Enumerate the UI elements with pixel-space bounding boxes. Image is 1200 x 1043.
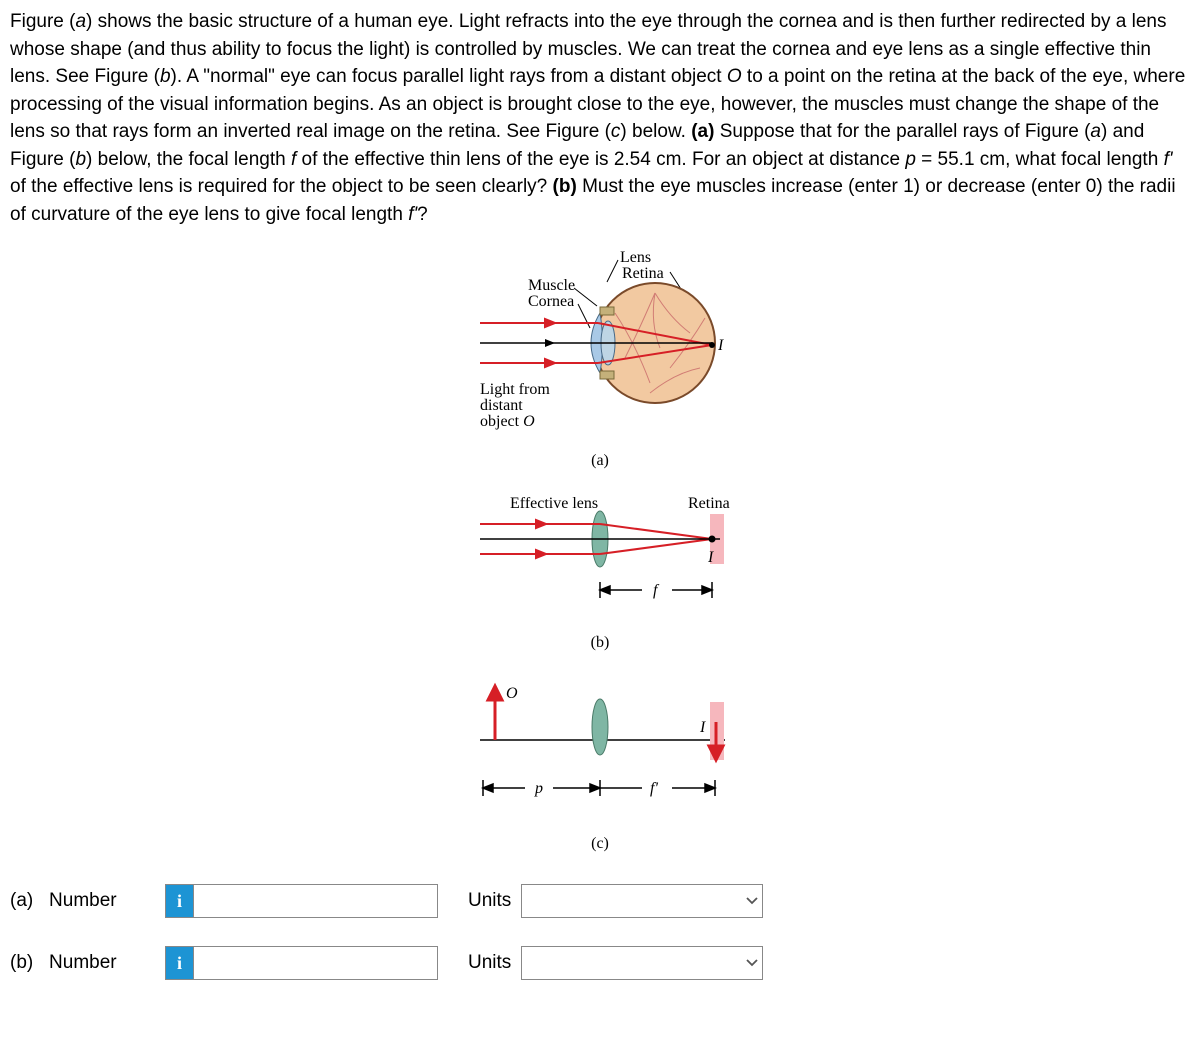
answer-row-b: (b) Number i Units (10, 946, 1190, 980)
figure-b-svg: Effective lens Retina I (450, 490, 750, 620)
figure-a: Lens Retina Muscle Cornea (450, 248, 750, 472)
figure-b-caption: (b) (450, 631, 750, 654)
figure-b: Effective lens Retina I (450, 490, 750, 654)
svg-text:O: O (506, 685, 518, 702)
svg-text:object O: object O (480, 413, 535, 430)
info-icon[interactable]: i (165, 884, 193, 918)
info-icon[interactable]: i (165, 946, 193, 980)
svg-text:Cornea: Cornea (528, 293, 574, 310)
part-b-units-select[interactable] (521, 946, 741, 980)
svg-text:I: I (699, 719, 706, 736)
problem-statement: Figure (a) shows the basic structure of … (10, 8, 1190, 228)
svg-text:I: I (717, 337, 724, 354)
figure-a-caption: (a) (450, 449, 750, 472)
figure-c: O I p (450, 672, 750, 856)
chevron-down-icon[interactable] (741, 884, 763, 918)
part-a-label: (a) Number (10, 887, 165, 915)
part-a-units-select[interactable] (521, 884, 741, 918)
svg-text:Retina: Retina (622, 265, 664, 282)
svg-text:Light from: Light from (480, 381, 550, 398)
svg-text:Lens: Lens (620, 249, 651, 266)
part-b-number-input[interactable] (193, 946, 438, 980)
part-b-units-label: Units (468, 949, 511, 977)
figure-c-svg: O I p (450, 672, 750, 822)
svg-text:f: f (653, 582, 660, 599)
figure-c-caption: (c) (450, 832, 750, 855)
svg-text:Retina: Retina (688, 495, 730, 512)
part-b-label: (b) Number (10, 949, 165, 977)
chevron-down-icon[interactable] (741, 946, 763, 980)
svg-text:Effective lens: Effective lens (510, 495, 598, 512)
answer-row-a: (a) Number i Units (10, 884, 1190, 918)
svg-text:Muscle: Muscle (528, 277, 575, 294)
svg-text:p: p (534, 780, 543, 797)
svg-text:I: I (707, 549, 714, 566)
part-a-units-label: Units (468, 887, 511, 915)
svg-text:f': f' (650, 780, 658, 797)
part-a-number-input[interactable] (193, 884, 438, 918)
svg-text:distant: distant (480, 397, 523, 414)
figure-a-svg: Lens Retina Muscle Cornea (450, 248, 750, 438)
figure-container: Lens Retina Muscle Cornea (450, 248, 750, 855)
